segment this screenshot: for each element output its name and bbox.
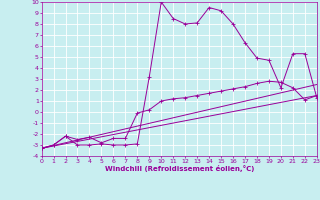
X-axis label: Windchill (Refroidissement éolien,°C): Windchill (Refroidissement éolien,°C): [105, 165, 254, 172]
